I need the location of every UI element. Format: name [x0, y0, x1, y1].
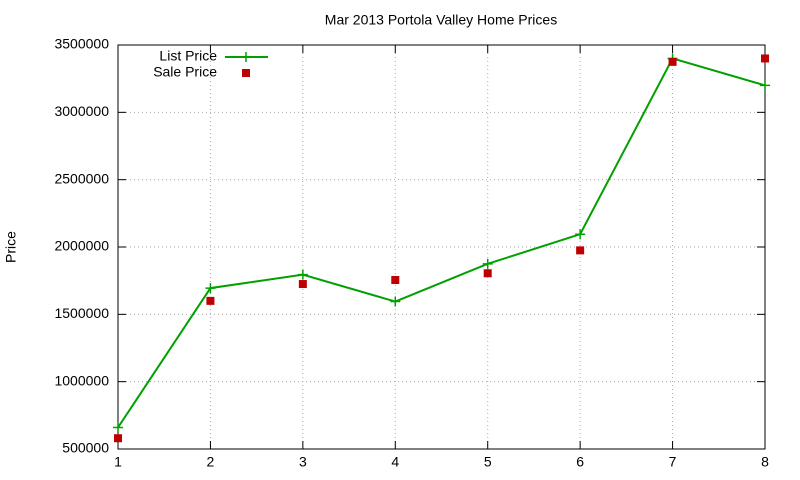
y-tick-label: 2000000 — [54, 238, 109, 254]
point-marker — [482, 258, 493, 269]
legend-label: Sale Price — [153, 64, 217, 80]
y-tick-label: 500000 — [62, 440, 109, 456]
series-line — [117, 57, 766, 429]
x-tick-label: 8 — [761, 454, 769, 470]
point-marker — [760, 80, 770, 91]
x-tick-label: 1 — [114, 454, 122, 470]
point-marker — [297, 269, 308, 280]
y-tick-label: 3500000 — [54, 36, 109, 52]
y-tick-label: 1000000 — [54, 372, 109, 388]
point-marker — [391, 275, 400, 284]
plot-border — [117, 44, 766, 450]
point-marker — [575, 229, 586, 240]
point-marker — [761, 54, 769, 63]
point-marker — [668, 57, 677, 66]
x-tick-label: 4 — [391, 454, 399, 470]
point-marker — [113, 422, 123, 433]
point-marker — [205, 283, 216, 294]
y-tick-label: 1500000 — [54, 305, 109, 321]
legend-label: List Price — [159, 48, 217, 64]
legend-marker — [242, 69, 250, 77]
point-marker — [206, 296, 215, 305]
legend-marker — [241, 52, 251, 62]
y-axis-label: Price — [3, 231, 19, 263]
point-marker — [483, 269, 492, 278]
point-marker — [576, 246, 585, 255]
point-marker — [390, 296, 401, 307]
point-marker — [298, 280, 307, 289]
x-tick-label: 6 — [576, 454, 584, 470]
x-tick-label: 7 — [669, 454, 677, 470]
chart-title: Mar 2013 Portola Valley Home Prices — [325, 12, 557, 28]
x-tick-label: 3 — [299, 454, 307, 470]
x-tick-label: 5 — [484, 454, 492, 470]
point-marker — [114, 434, 122, 443]
x-tick-label: 2 — [207, 454, 215, 470]
y-tick-label: 2500000 — [54, 170, 109, 186]
y-tick-label: 3000000 — [54, 103, 109, 119]
